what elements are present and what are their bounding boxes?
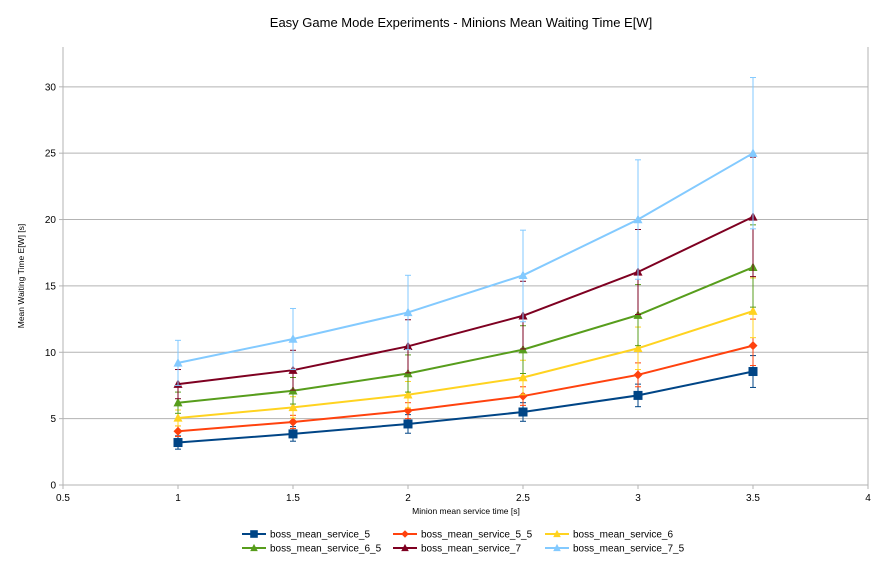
y-axis-title: Mean Waiting Time E[W] [s] — [16, 224, 26, 329]
data-point — [633, 343, 643, 353]
legend-label: boss_mean_service_7 — [421, 544, 521, 555]
data-point — [633, 390, 643, 400]
series-boss_mean_service_5 — [173, 355, 758, 450]
data-point — [173, 413, 183, 422]
data-point — [173, 438, 183, 448]
series-line — [177, 152, 754, 364]
data-point — [633, 214, 643, 224]
legend-swatch-marker — [250, 530, 258, 538]
data-point — [173, 426, 183, 436]
series-line — [177, 310, 754, 419]
data-point — [518, 391, 528, 401]
y-tick-label: 10 — [45, 348, 57, 359]
data-point — [633, 370, 643, 380]
data-point — [748, 367, 758, 377]
y-tick-label: 5 — [50, 414, 56, 425]
legend-item: boss_mean_service_7_5 — [545, 544, 685, 555]
x-tick-label: 1 — [175, 493, 181, 504]
legend-item: boss_mean_service_5 — [242, 530, 370, 541]
series-line — [177, 215, 754, 386]
data-point — [288, 334, 298, 343]
x-tick-label: 1.5 — [286, 493, 300, 504]
y-tick-labels: 0 5 10 15 20 25 30 — [45, 82, 57, 491]
data-point — [288, 417, 298, 427]
data-point — [173, 357, 183, 367]
y-tick-label: 15 — [45, 281, 57, 292]
series-boss_mean_service_6 — [173, 277, 758, 427]
data-point — [403, 389, 413, 399]
x-tick-label: 3 — [635, 493, 641, 504]
legend-label: boss_mean_service_6 — [573, 530, 673, 541]
y-tick-label: 30 — [45, 82, 57, 93]
legend-label: boss_mean_service_7_5 — [573, 544, 685, 555]
series-line — [177, 344, 754, 433]
series-boss_mean_service_7_5 — [173, 77, 758, 386]
legend-label: boss_mean_service_5 — [270, 530, 370, 541]
data-point — [403, 307, 413, 317]
legend-item: boss_mean_service_5_5 — [393, 530, 533, 541]
x-tick-label: 0.5 — [56, 493, 70, 504]
legend-label: boss_mean_service_6_5 — [270, 544, 382, 555]
x-tick-label: 4 — [865, 493, 871, 504]
x-tick-labels: 0.5 1 1.5 2 2.5 3 3.5 4 — [56, 493, 871, 504]
legend-label: boss_mean_service_5_5 — [421, 530, 533, 541]
series-line — [177, 266, 754, 404]
data-point — [403, 419, 413, 429]
legend: boss_mean_service_5 boss_mean_service_5_5… — [242, 530, 685, 555]
series-layer — [173, 77, 758, 450]
x-axis-title: Minion mean service time [s] — [412, 506, 520, 516]
x-tick-label: 2.5 — [516, 493, 530, 504]
plot-axes — [59, 47, 869, 489]
data-point — [518, 270, 528, 280]
chart-title: Easy Game Mode Experiments - Minions Mea… — [270, 15, 652, 30]
data-point — [748, 341, 758, 351]
legend-item: boss_mean_service_6 — [545, 530, 673, 541]
plot-grid — [63, 86, 868, 486]
series-boss_mean_service_6_5 — [173, 224, 758, 414]
series-line — [177, 370, 754, 444]
x-tick-label: 3.5 — [746, 493, 760, 504]
legend-item: boss_mean_service_6_5 — [242, 544, 382, 555]
data-point — [518, 372, 528, 382]
legend-swatch-marker — [553, 529, 561, 538]
y-tick-label: 20 — [45, 215, 57, 226]
data-point — [173, 397, 183, 407]
legend-swatch-marker — [553, 543, 561, 552]
legend-swatch-marker — [401, 543, 409, 552]
legend-swatch-marker — [401, 530, 409, 538]
data-point — [518, 407, 528, 417]
y-tick-label: 25 — [45, 149, 57, 160]
data-point — [288, 402, 298, 412]
data-point — [748, 148, 758, 157]
legend-swatch-marker — [250, 543, 258, 552]
y-tick-label: 0 — [50, 481, 56, 492]
data-point — [748, 306, 758, 315]
legend-item: boss_mean_service_7 — [393, 544, 521, 555]
x-tick-label: 2 — [405, 493, 411, 504]
data-point — [288, 429, 298, 439]
